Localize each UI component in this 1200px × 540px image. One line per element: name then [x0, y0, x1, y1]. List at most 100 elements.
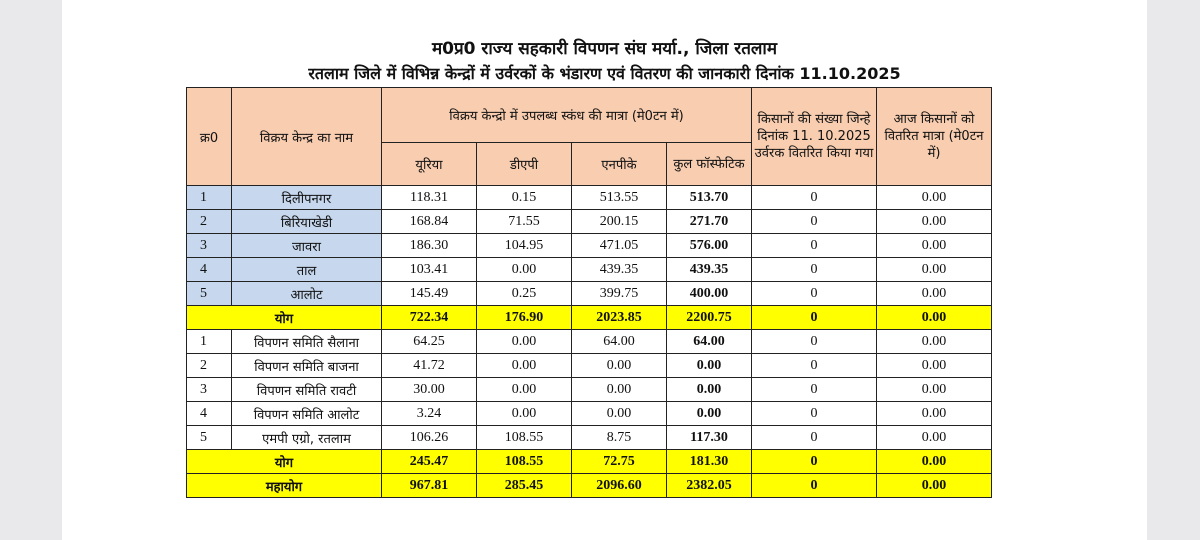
cell-center-name: दिलीपनगर: [231, 185, 382, 210]
cell-serial: 3: [186, 233, 232, 258]
cell-urea: 41.72: [381, 353, 477, 378]
cell-qty: 0.00: [876, 233, 992, 258]
subtotal-dap: 108.55: [476, 449, 572, 474]
cell-center-name: आलोट: [231, 281, 382, 306]
cell-farmers: 0: [751, 401, 877, 426]
cell-npk: 0.00: [571, 401, 667, 426]
cell-qty: 0.00: [876, 209, 992, 234]
cell-farmers: 0: [751, 329, 877, 354]
cell-serial: 2: [186, 209, 232, 234]
grand-total-label: महायोग: [186, 473, 382, 498]
document-title: म0प्र0 राज्य सहकारी विपणन संघ मर्या., जि…: [431, 39, 777, 59]
cell-total: 64.00: [666, 329, 752, 354]
cell-qty: 0.00: [876, 281, 992, 306]
cell-center-name: ताल: [231, 257, 382, 282]
cell-urea: 64.25: [381, 329, 477, 354]
table-row: 1 विपणन समिति सैलाना 64.25 0.00 64.00 64…: [186, 329, 992, 354]
cell-farmers: 0: [751, 185, 877, 210]
cell-farmers: 0: [751, 425, 877, 450]
cell-total: 271.70: [666, 209, 752, 234]
cell-total: 0.00: [666, 401, 752, 426]
document-subtitle: रतलाम जिले में विभिन्न केन्द्रों में उर्…: [308, 64, 901, 83]
subtotal-farmers: 0: [751, 305, 877, 330]
cell-npk: 439.35: [571, 257, 667, 282]
table-row: 5 एमपी एग्रो, रतलाम 106.26 108.55 8.75 1…: [186, 425, 992, 450]
header-total-phosphatic: कुल फॉस्फेटिक: [666, 142, 752, 186]
cell-total: 576.00: [666, 233, 752, 258]
table-row: 4 ताल 103.41 0.00 439.35 439.35 0 0.00: [186, 257, 992, 282]
cell-total: 0.00: [666, 353, 752, 378]
cell-npk: 8.75: [571, 425, 667, 450]
cell-urea: 103.41: [381, 257, 477, 282]
cell-qty: 0.00: [876, 377, 992, 402]
table-row: 1 दिलीपनगर 118.31 0.15 513.55 513.70 0 0…: [186, 185, 992, 210]
fertilizer-stock-table: क्र0 विक्रय केन्द्र का नाम विक्रय केन्द्…: [186, 87, 992, 498]
cell-npk: 200.15: [571, 209, 667, 234]
table-row: 2 बिरियाखेडी 168.84 71.55 200.15 271.70 …: [186, 209, 992, 234]
cell-center-name: बिरियाखेडी: [231, 209, 382, 234]
cell-dap: 0.00: [476, 257, 572, 282]
cell-dap: 0.00: [476, 377, 572, 402]
cell-urea: 145.49: [381, 281, 477, 306]
cell-urea: 186.30: [381, 233, 477, 258]
cell-farmers: 0: [751, 281, 877, 306]
header-urea: यूरिया: [381, 142, 477, 186]
header-center-name: विक्रय केन्द्र का नाम: [231, 87, 382, 186]
cell-qty: 0.00: [876, 401, 992, 426]
cell-center-name: विपणन समिति आलोट: [231, 401, 382, 426]
subtotal-qty: 0.00: [876, 449, 992, 474]
cell-serial: 3: [186, 377, 232, 402]
header-dap: डीएपी: [476, 142, 572, 186]
table-row: 3 जावरा 186.30 104.95 471.05 576.00 0 0.…: [186, 233, 992, 258]
grand-total-farmers: 0: [751, 473, 877, 498]
grand-total-urea: 967.81: [381, 473, 477, 498]
cell-serial: 5: [186, 281, 232, 306]
cell-serial: 4: [186, 257, 232, 282]
grand-total-dap: 285.45: [476, 473, 572, 498]
cell-qty: 0.00: [876, 353, 992, 378]
header-distributed-qty: आज किसानों को वितरित मात्रा (मे0टन में): [876, 87, 992, 186]
cell-farmers: 0: [751, 353, 877, 378]
subtotal-row: योग 245.47 108.55 72.75 181.30 0 0.00: [186, 449, 992, 474]
subtotal-npk: 2023.85: [571, 305, 667, 330]
subtotal-total: 2200.75: [666, 305, 752, 330]
cell-npk: 0.00: [571, 353, 667, 378]
cell-urea: 30.00: [381, 377, 477, 402]
cell-dap: 0.25: [476, 281, 572, 306]
subtotal-urea: 245.47: [381, 449, 477, 474]
cell-npk: 0.00: [571, 377, 667, 402]
cell-serial: 1: [186, 329, 232, 354]
cell-urea: 168.84: [381, 209, 477, 234]
subtotal-npk: 72.75: [571, 449, 667, 474]
header-npk: एनपीके: [571, 142, 667, 186]
cell-dap: 71.55: [476, 209, 572, 234]
cell-farmers: 0: [751, 257, 877, 282]
cell-center-name: विपणन समिति सैलाना: [231, 329, 382, 354]
header-farmers-count: किसानों की संख्या जिन्हे दिनांक 11. 10.2…: [751, 87, 877, 186]
cell-urea: 3.24: [381, 401, 477, 426]
grand-total-qty: 0.00: [876, 473, 992, 498]
subtotal-dap: 176.90: [476, 305, 572, 330]
subtotal-qty: 0.00: [876, 305, 992, 330]
cell-dap: 108.55: [476, 425, 572, 450]
cell-npk: 471.05: [571, 233, 667, 258]
cell-dap: 0.00: [476, 329, 572, 354]
cell-center-name: एमपी एग्रो, रतलाम: [231, 425, 382, 450]
cell-farmers: 0: [751, 233, 877, 258]
grand-total-npk: 2096.60: [571, 473, 667, 498]
subtotal-label: योग: [186, 449, 382, 474]
cell-qty: 0.00: [876, 425, 992, 450]
cell-center-name: जावरा: [231, 233, 382, 258]
cell-total: 117.30: [666, 425, 752, 450]
cell-center-name: विपणन समिति बाजना: [231, 353, 382, 378]
subtotal-label: योग: [186, 305, 382, 330]
cell-total: 0.00: [666, 377, 752, 402]
cell-center-name: विपणन समिति रावटी: [231, 377, 382, 402]
cell-npk: 399.75: [571, 281, 667, 306]
cell-farmers: 0: [751, 377, 877, 402]
cell-qty: 0.00: [876, 329, 992, 354]
cell-dap: 0.15: [476, 185, 572, 210]
cell-serial: 2: [186, 353, 232, 378]
subtotal-urea: 722.34: [381, 305, 477, 330]
table-row: 4 विपणन समिति आलोट 3.24 0.00 0.00 0.00 0…: [186, 401, 992, 426]
